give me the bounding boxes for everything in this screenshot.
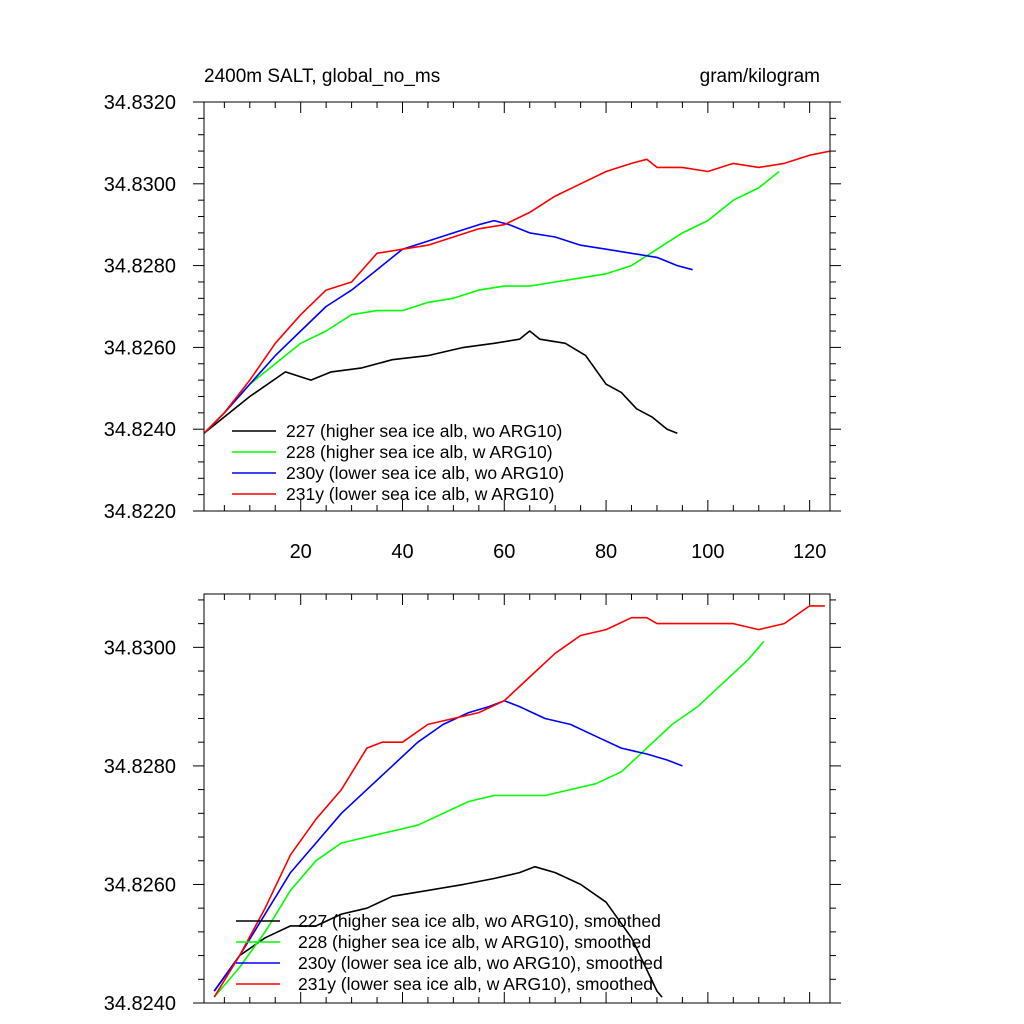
bottom-legend-label-1: 228 (higher sea ice alb, w ARG10), smoot… — [298, 932, 651, 952]
bottom-legend-label-3: 231y (lower sea ice alb, w ARG10), smoot… — [298, 974, 653, 994]
top-y-tick-label: 34.8240 — [104, 419, 176, 441]
top-series-line-2 — [203, 219, 693, 434]
bottom-y-tick-label: 34.8240 — [104, 993, 176, 1015]
bottom-series-layer — [213, 605, 825, 998]
top-x-tick-label: 20 — [290, 541, 312, 563]
chart-title: 2400m SALT, global_no_ms — [204, 66, 440, 87]
bottom-y-tick-label: 34.8260 — [104, 874, 176, 896]
top-x-tick-label: 40 — [391, 541, 413, 563]
top-series-layer — [203, 150, 831, 435]
top-series-line-0 — [203, 330, 678, 435]
top-axis-ticks: 20 40 60 80 100 120 34.8220 34.8240 34.8260 34.82… — [104, 92, 841, 563]
top-y-tick-label: 34.8280 — [104, 256, 176, 278]
bottom-series-line-3 — [213, 605, 825, 998]
top-x-tick-label: 60 — [493, 541, 515, 563]
bottom-panel: 34.8240 34.8260 34.8280 34.8300 227 (higher… — [104, 593, 841, 1015]
bottom-y-tick-label: 34.8300 — [104, 637, 176, 659]
top-series-line-3 — [203, 150, 831, 434]
top-x-tick-label: 120 — [793, 541, 826, 563]
units-label: gram/kilogram — [700, 66, 820, 87]
top-series-line-1 — [203, 170, 780, 434]
bottom-axis-ticks: 34.8240 34.8260 34.8280 34.8300 — [104, 594, 841, 1015]
top-legend-label-0: 227 (higher sea ice alb, wo ARG10) — [286, 421, 562, 441]
bottom-legend-label-0: 227 (higher sea ice alb, wo ARG10), smoo… — [298, 911, 661, 931]
top-x-tick-label: 80 — [595, 541, 617, 563]
bottom-series-line-2 — [213, 699, 683, 992]
top-y-tick-label: 34.8320 — [104, 92, 176, 114]
bottom-series-line-1 — [213, 640, 765, 998]
bottom-legend-label-2: 230y (lower sea ice alb, wo ARG10), smoo… — [298, 953, 663, 973]
top-plot-frame — [203, 101, 831, 512]
top-y-tick-label: 34.8220 — [104, 501, 176, 523]
top-legend: 227 (higher sea ice alb, wo ARG10)228 (h… — [232, 421, 564, 504]
top-legend-label-1: 228 (higher sea ice alb, w ARG10) — [286, 442, 553, 462]
top-y-tick-label: 34.8260 — [104, 337, 176, 359]
bottom-series-line-0 — [213, 865, 663, 998]
bottom-y-tick-label: 34.8280 — [104, 756, 176, 778]
top-legend-label-3: 231y (lower sea ice alb, w ARG10) — [286, 484, 554, 504]
bottom-legend: 227 (higher sea ice alb, wo ARG10), smoo… — [236, 911, 663, 994]
top-y-tick-label: 34.8300 — [104, 174, 176, 196]
top-panel: 2400m SALT, global_no_ms gram/kilogram 2… — [104, 66, 841, 563]
top-x-tick-label: 100 — [691, 541, 724, 563]
bottom-plot-frame — [203, 593, 831, 1004]
top-legend-label-2: 230y (lower sea ice alb, wo ARG10) — [286, 463, 564, 483]
